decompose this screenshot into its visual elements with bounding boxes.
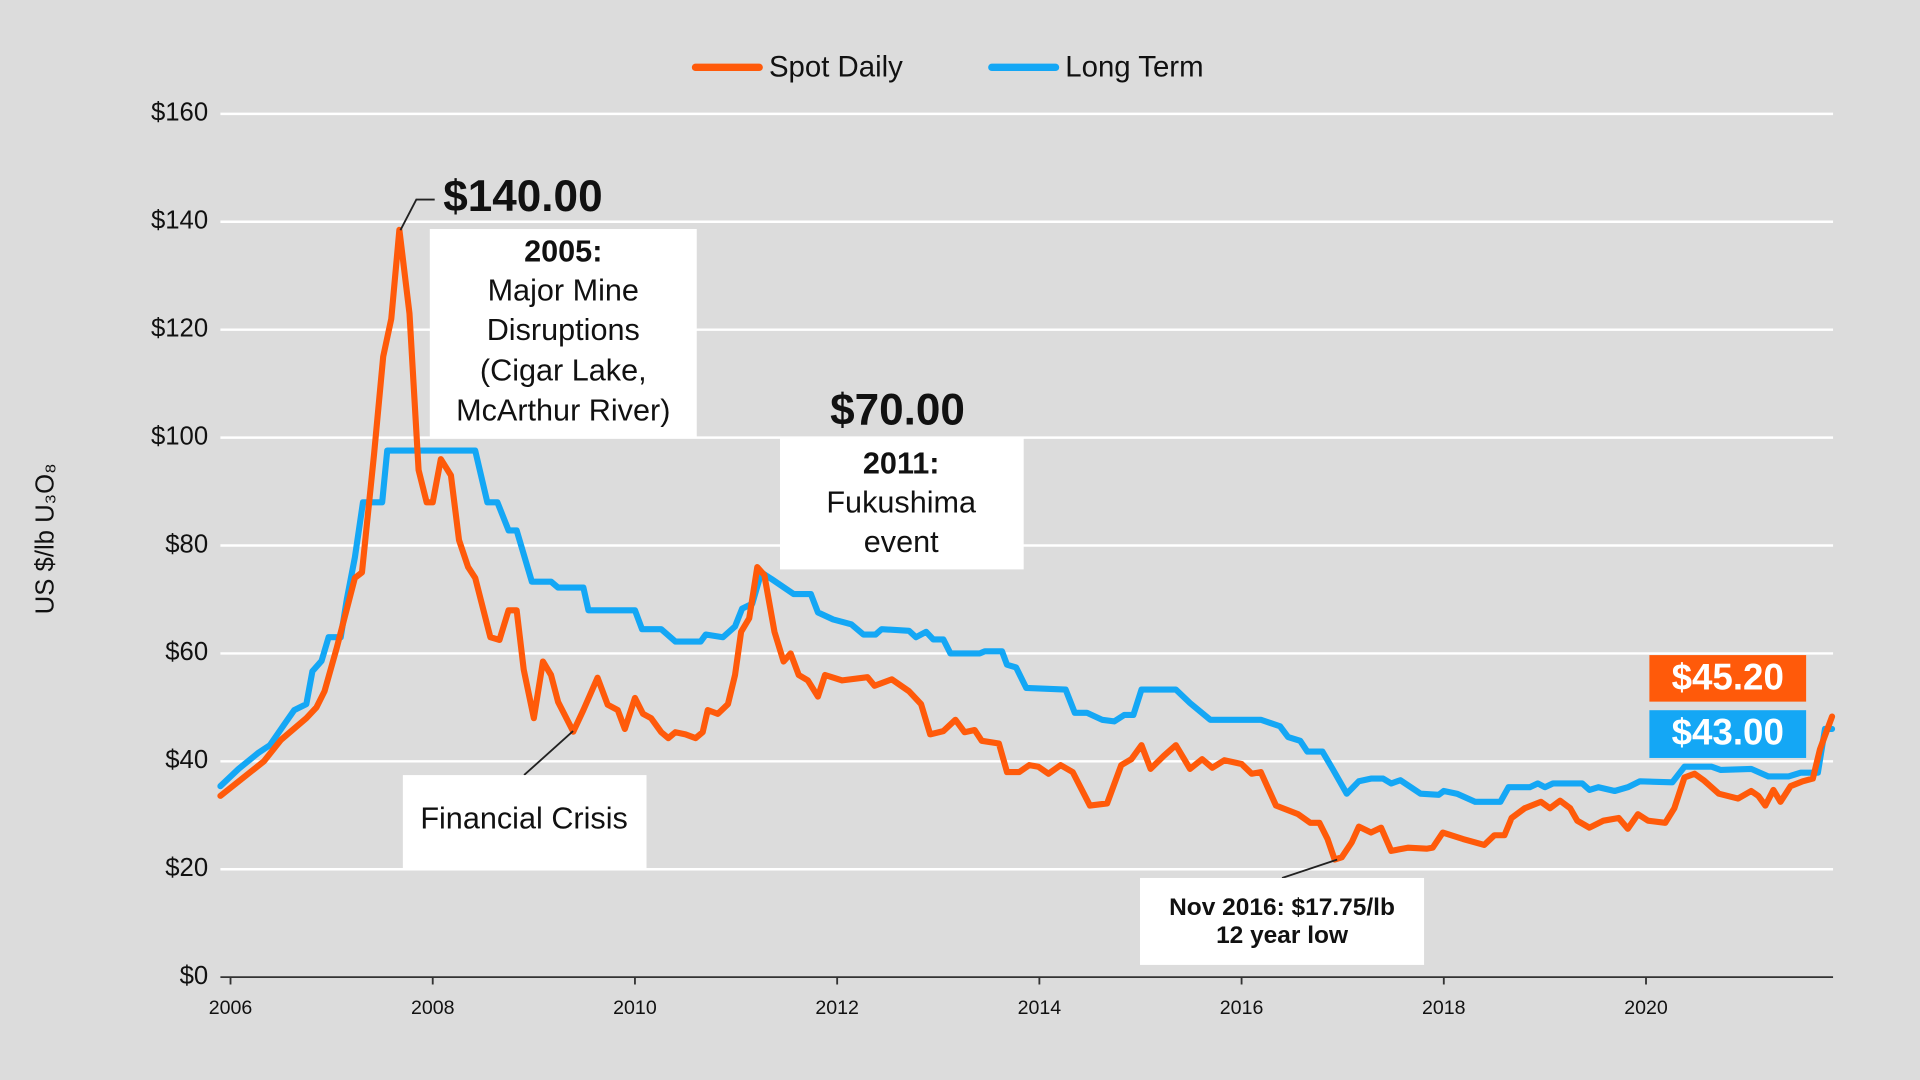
- y-tick-label: $100: [151, 422, 208, 450]
- annotation-box: [780, 438, 1024, 570]
- annotation-text: 2011:: [863, 446, 940, 480]
- y-tick-label: $40: [165, 746, 208, 774]
- annotation-text: Disruptions: [487, 313, 640, 347]
- y-tick-label: $120: [151, 314, 208, 342]
- annotation-text: Financial Crisis: [420, 802, 628, 836]
- annotation-text: McArthur River): [456, 394, 670, 428]
- annotation-box: [429, 228, 697, 438]
- annotation-box: [1649, 710, 1807, 758]
- annotation-text: Nov 2016: $17.75/lb: [1169, 894, 1395, 921]
- y-axis-label: US $/lb U₃O₈: [31, 463, 59, 614]
- annotation-text: $70.00: [830, 385, 965, 434]
- annotation-text: $43.00: [1672, 711, 1784, 752]
- annotation-text: $140.00: [443, 172, 602, 221]
- y-tick-label: $60: [165, 638, 208, 666]
- annotation-box: [402, 775, 647, 870]
- x-tick-label: 2018: [1422, 997, 1466, 1019]
- annotation-text: Fukushima: [826, 486, 977, 520]
- x-tick-label: 2014: [1018, 997, 1062, 1019]
- legend-label: Spot Daily: [769, 50, 903, 83]
- legend-label: Long Term: [1065, 50, 1203, 83]
- annotation-connector: [1281, 858, 1338, 879]
- y-tick-label: $160: [151, 99, 208, 127]
- annotation-text: 12 year low: [1216, 922, 1349, 949]
- y-tick-label: $140: [151, 207, 208, 235]
- x-tick-label: 2010: [613, 997, 657, 1019]
- y-tick-label: $20: [165, 854, 208, 882]
- x-tick-label: 2016: [1220, 997, 1264, 1019]
- annotation-box: [1649, 655, 1807, 702]
- annotation-text: $45.20: [1672, 656, 1784, 697]
- y-tick-label: $80: [165, 530, 208, 558]
- series-line: [217, 226, 1836, 863]
- x-tick-label: 2012: [815, 997, 859, 1019]
- annotation-text: (Cigar Lake,: [480, 353, 647, 387]
- series-line: [217, 447, 1836, 805]
- annotation-box: [1140, 877, 1425, 965]
- annotation-text: 2005:: [524, 235, 602, 269]
- x-tick-label: 2008: [411, 997, 455, 1019]
- annotation-connector: [523, 730, 574, 776]
- x-tick-label: 2006: [209, 997, 253, 1019]
- annotation-text: event: [864, 525, 939, 559]
- annotation-connector: [399, 198, 435, 231]
- y-tick-label: $0: [180, 962, 209, 990]
- annotation-text: Major Mine: [488, 274, 639, 308]
- x-tick-label: 2020: [1624, 997, 1668, 1019]
